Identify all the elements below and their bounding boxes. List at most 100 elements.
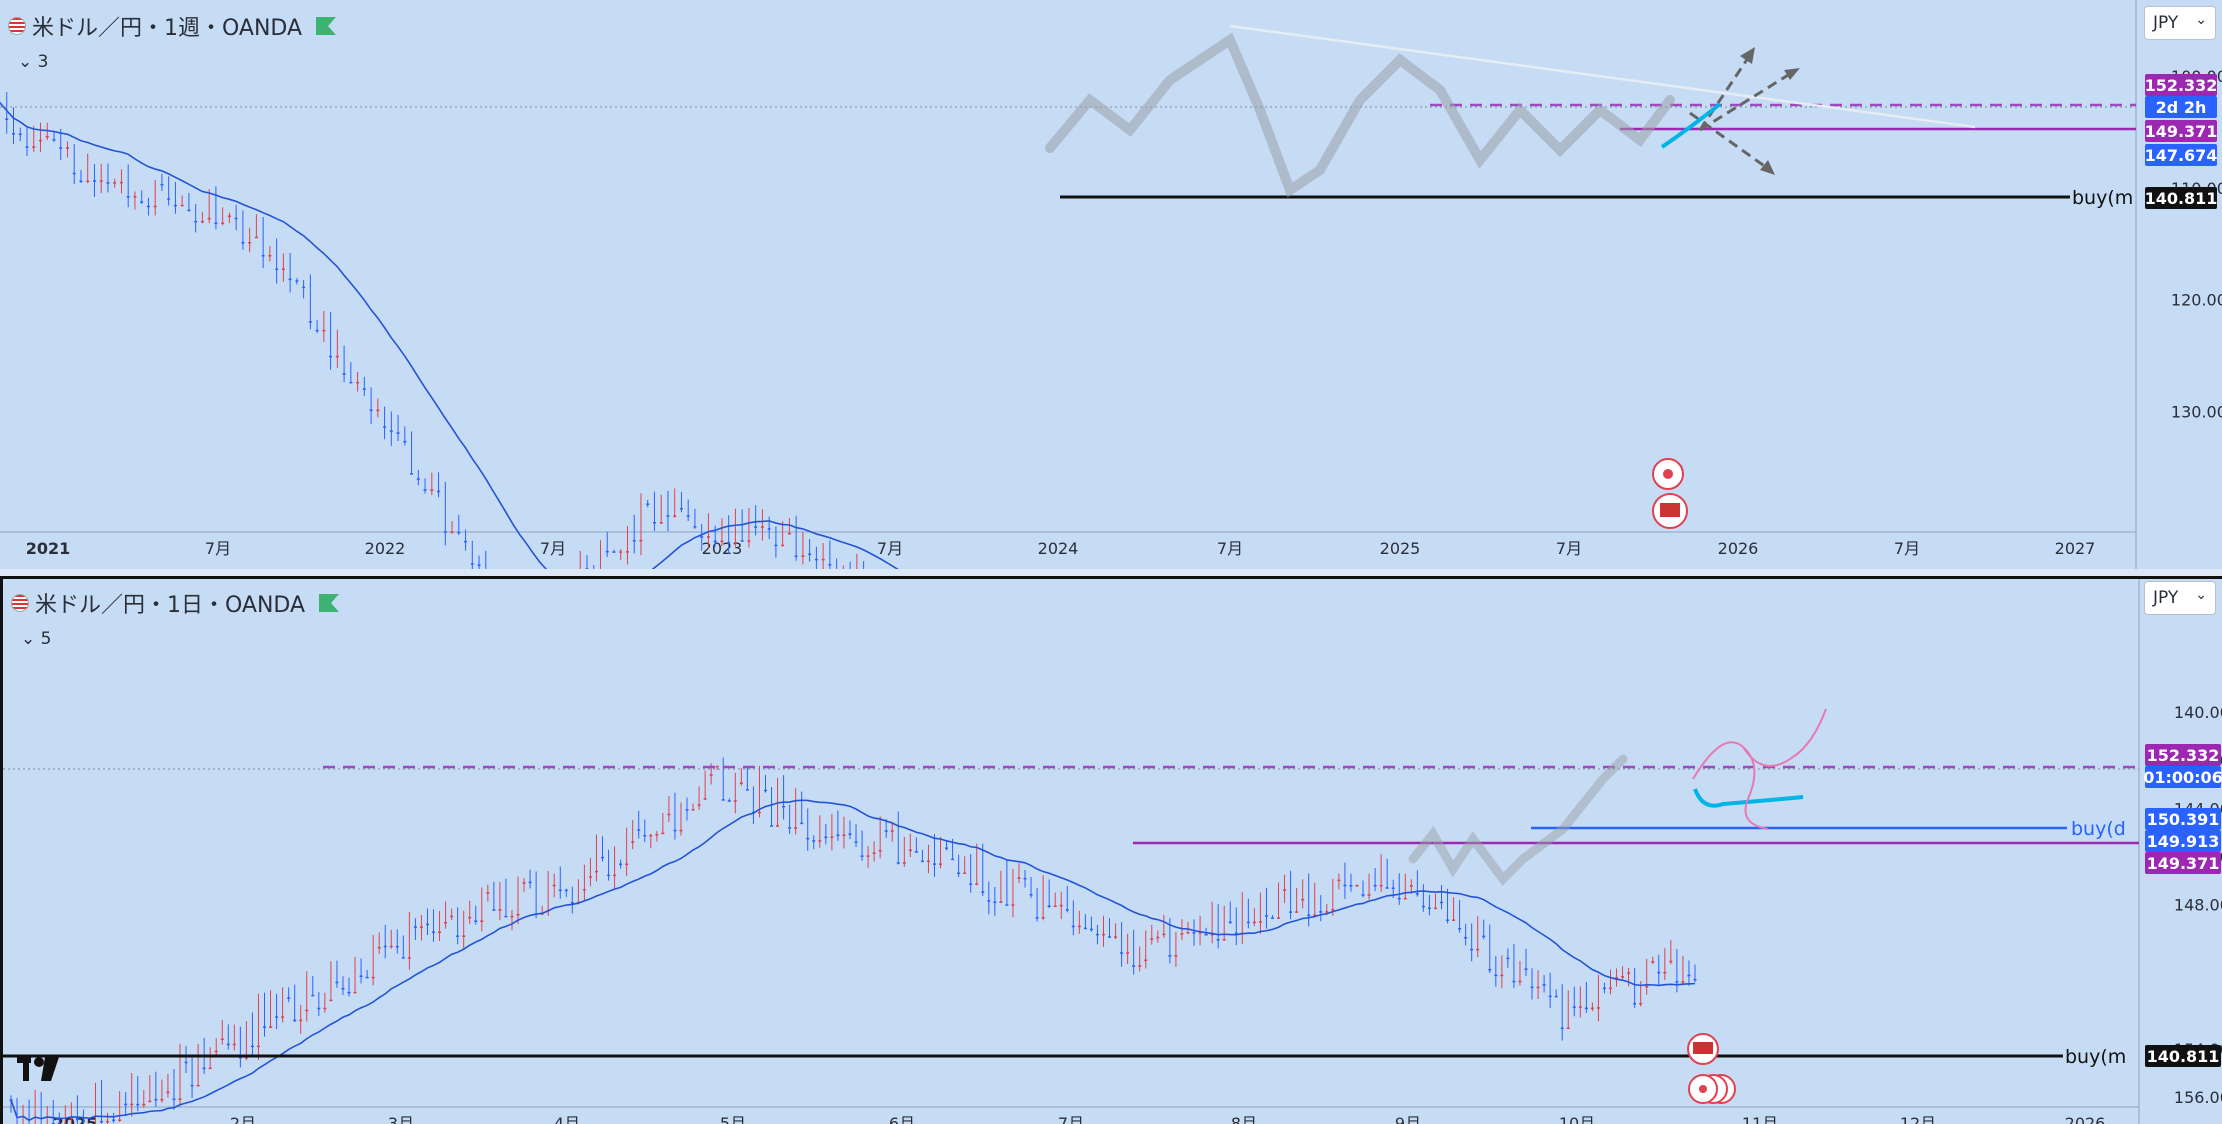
candle-body: [227, 215, 231, 217]
candle-body: [464, 540, 468, 543]
moving-average-line: [10, 799, 1696, 1122]
time-tick-label: 7月: [1556, 539, 1582, 558]
event-icon-dot: [1699, 1085, 1707, 1093]
time-tick-label: 2023: [702, 539, 743, 558]
candle-body: [808, 553, 812, 555]
weekly-chart-canvas[interactable]: 100.000110.000120.000130.00020217月20227月…: [0, 0, 2222, 569]
daily-chart-canvas[interactable]: 156.000154.000148.000146.000144.000142.0…: [3, 579, 2222, 1124]
candle-body: [413, 926, 417, 928]
candle-body: [1373, 884, 1377, 887]
candle-body: [782, 805, 786, 808]
candle-body: [1439, 901, 1443, 904]
candle-body: [926, 860, 930, 863]
candle-body: [194, 220, 198, 223]
candle-body: [153, 205, 157, 208]
candle-body: [369, 409, 373, 412]
candle-body: [800, 822, 804, 825]
time-tick-label: 2025: [1380, 539, 1421, 558]
candle-body: [146, 205, 150, 208]
candle-body: [1452, 919, 1456, 921]
candle-body: [470, 563, 474, 565]
candle-body: [794, 555, 798, 557]
weekly-indicator-count: 3: [37, 52, 49, 72]
candle-body: [1174, 955, 1178, 957]
candle-body: [383, 945, 387, 948]
daily-chart-pane[interactable]: 156.000154.000148.000146.000144.000142.0…: [0, 576, 2222, 1124]
candle-body: [740, 540, 744, 542]
candle-body: [866, 855, 870, 857]
candle-body: [878, 850, 882, 852]
weekly-currency-select[interactable]: JPY ⌄: [2144, 6, 2216, 40]
candle-body: [957, 872, 961, 875]
candle-body: [299, 1019, 303, 1022]
candle-body: [757, 811, 761, 814]
candle-body: [468, 916, 472, 919]
candle-body: [1639, 1002, 1643, 1005]
candle-body: [254, 236, 258, 239]
candle-body: [1289, 911, 1293, 913]
candle-body: [1488, 968, 1492, 971]
candle-body: [667, 813, 671, 816]
candle-body: [389, 430, 393, 432]
candle-body: [457, 531, 461, 534]
candle-body: [1156, 936, 1160, 939]
candle-body: [376, 409, 380, 412]
candle-body: [1059, 904, 1063, 907]
candle-body: [178, 1098, 182, 1100]
candle-body: [347, 991, 351, 994]
candle-body: [733, 542, 737, 544]
candle-body: [661, 832, 665, 835]
price-tick-label: 130.000: [2171, 402, 2222, 421]
weekly-chart-pane[interactable]: 100.000110.000120.000130.00020217月20227月…: [0, 0, 2222, 569]
candle-body: [1397, 897, 1401, 900]
candle-body: [510, 915, 514, 918]
candle-body: [401, 957, 405, 959]
time-tick-label: 3月: [388, 1114, 414, 1124]
candle-body: [238, 1057, 242, 1059]
candle-body: [1144, 959, 1148, 962]
candle-body: [293, 1019, 297, 1022]
candle-body: [180, 204, 184, 207]
candle-body: [999, 901, 1003, 903]
candle-body: [1108, 936, 1112, 938]
down-trendline: [1229, 24, 1976, 129]
time-tick-label: 7月: [877, 539, 903, 558]
pane-divider[interactable]: [0, 569, 2222, 576]
candle-body: [1379, 884, 1383, 887]
candle-body: [993, 901, 997, 903]
weekly-chart-title: 米ドル／円・1週・OANDA: [32, 16, 303, 41]
candle-body: [1319, 911, 1323, 913]
candle-body: [673, 515, 677, 517]
price-tick-label: 156.000: [2174, 1088, 2222, 1107]
buy-line-label: buy(d: [2071, 818, 2126, 840]
candle-body: [1029, 894, 1033, 896]
candle-body: [1578, 1006, 1582, 1008]
daily-currency-select[interactable]: JPY ⌄: [2144, 581, 2216, 615]
candle-body: [1005, 904, 1009, 906]
candle-body: [221, 222, 225, 225]
candle-body: [126, 196, 130, 198]
candle-body: [1283, 889, 1287, 891]
candle-body: [588, 876, 592, 878]
candle-body: [38, 139, 42, 142]
candle-body: [1065, 909, 1069, 911]
candle-body: [754, 526, 758, 528]
daily-indicator-toggle[interactable]: ⌄ 5: [21, 629, 52, 649]
price-tick-label: 140.000: [2174, 703, 2222, 722]
candle-body: [1693, 978, 1697, 981]
weekly-indicator-toggle[interactable]: ⌄ 3: [18, 52, 49, 72]
time-tick-label: 5月: [720, 1114, 746, 1124]
candle-body: [450, 915, 454, 918]
candle-body: [1349, 885, 1353, 887]
candle-body: [747, 540, 751, 542]
candle-body: [1138, 965, 1142, 967]
candle-body: [166, 1091, 170, 1094]
candle-body: [480, 920, 484, 922]
time-tick-label: 2021: [26, 539, 71, 558]
candle-body: [1476, 948, 1480, 951]
candle-body: [1560, 1027, 1564, 1030]
candle-body: [1554, 995, 1558, 998]
candle-body: [172, 1098, 176, 1100]
candle-body: [890, 830, 894, 832]
candle-body: [613, 874, 617, 877]
